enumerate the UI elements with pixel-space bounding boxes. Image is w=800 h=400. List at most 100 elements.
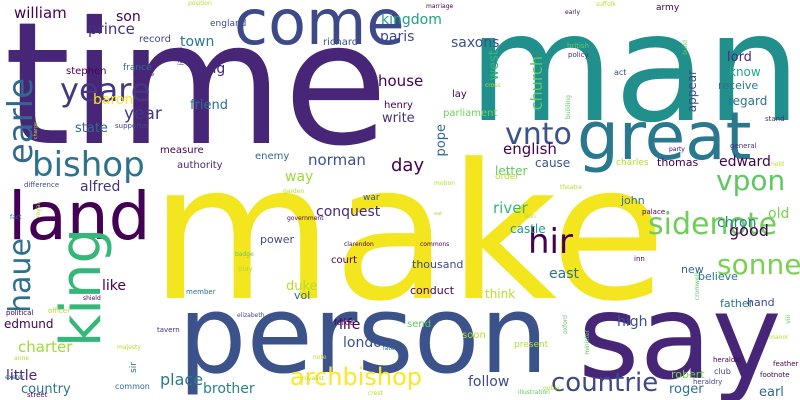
word-difference: difference [24,181,60,189]
word-power: power [260,233,294,246]
word-conquest: conquest [316,204,381,220]
word-person: person [178,273,549,398]
word-suffolk: suffolk [596,1,616,8]
word-palace: palace [642,208,666,216]
word-common: common [115,382,150,391]
word-late: late [383,345,395,352]
word-general: general [730,142,757,150]
word-appear: appear [685,70,699,113]
word-haue: haue [3,238,38,313]
word-england: england [210,19,247,29]
word-footnote: footnote [760,371,790,379]
word-present: present [514,340,549,350]
word-old: old [768,206,790,222]
word-brother: brother [203,381,255,397]
word-robert: robert [671,368,705,381]
word-position: position [188,0,212,7]
word-stephen: stephen [66,66,107,77]
word-royal: royal [35,203,42,218]
word-saxons: saxons [451,35,500,51]
word-high: high [617,314,648,330]
word-supporter: supporter [115,122,150,130]
word-conduct: conduct [410,284,455,297]
word-charter: charter [18,338,73,356]
word-lay: lay [452,89,467,100]
word-policy: policy [568,51,589,59]
word-year: year [124,104,162,124]
word-vnto: vnto [505,117,572,152]
word-william: william [14,4,67,22]
word-send: send [407,319,432,330]
word-play: play [238,265,253,273]
word-inn: inn [634,255,645,263]
word-army: army [656,3,680,13]
word-life: life [339,317,361,333]
word-cross: cross [485,82,501,89]
word-castle: castle [510,222,546,236]
word-duke: duke [286,279,318,294]
word-time: time [4,0,389,184]
word-building: building [565,95,572,120]
word-lion: lion [525,213,536,220]
word-earl: earl [759,385,784,400]
word-heraldic: heraldic [713,356,742,364]
word-man: man [468,0,800,156]
word-baron: baron [93,92,134,108]
word-yeare: yeare [60,71,151,109]
word-archbishop: archbishop [290,363,422,391]
word-officer: officer [48,307,71,315]
word-public: public [543,385,562,392]
word-kingdom: kingdom [381,12,442,28]
word-come: come [234,0,405,59]
word-early: early [565,9,581,16]
word-commons: commons [420,241,450,248]
word-lord: lord [727,50,752,65]
word-day: day [391,155,425,176]
word-vpon: vpon [716,164,786,197]
word-country: country [21,382,71,397]
word-roger: roger [669,382,704,397]
word-receive: receive [718,79,759,92]
word-father: father [720,297,754,310]
word-government: government [287,215,324,222]
word-club: club [714,367,731,376]
word-edward: edward [719,154,771,170]
word-act: act [614,68,627,77]
word-make: make [150,124,667,343]
word-minister: minister [584,330,591,355]
word-hand: hand [747,296,775,309]
word-crest: crest [368,390,383,397]
word-paris: paris [380,29,415,45]
word-son: son [116,9,141,25]
word-charles: charles [616,158,649,168]
word-river: river [493,199,528,217]
word-george: george [133,71,155,78]
word-church: church [527,56,546,111]
word-west: west [487,50,502,81]
word-majesty: majesty [117,344,141,351]
word-hold: hold [771,161,784,168]
word-viii: viii [785,315,792,324]
word-land: land [8,178,151,255]
word-heraldry: heraldry [693,378,723,386]
word-earle: earle [1,78,41,165]
word-write: write [382,111,415,126]
word-chron: chron [717,215,757,231]
word-letter: letter [495,164,528,178]
word-like: like [102,278,127,294]
word-cromwell: cromwell [694,273,701,301]
word-town: town [180,34,215,50]
word-john: john [621,194,645,207]
word-authority: authority [177,160,223,171]
word-royalist: royalist [302,375,325,382]
word-english: english [503,140,557,158]
word-edmund: edmund [4,317,54,331]
word-manor: manor [769,334,789,341]
word-war: war [363,193,380,203]
word-thomas: thomas [657,156,699,169]
word-say: say [578,268,782,400]
word-east: east [549,266,579,282]
word-cause: cause [535,156,571,170]
word-little: little [6,368,38,384]
word-henry: henry [384,100,413,111]
